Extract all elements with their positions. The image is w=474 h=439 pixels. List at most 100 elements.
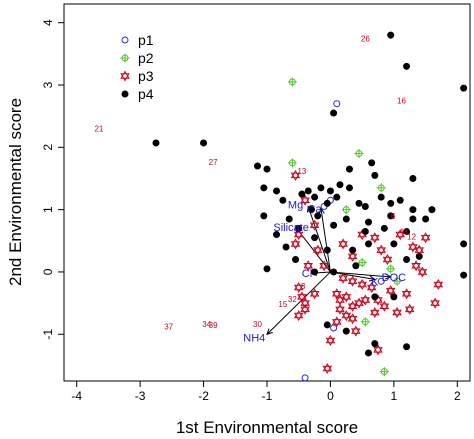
point-p2 [287, 77, 297, 87]
point-p4 [409, 206, 417, 214]
point-label: 12 [407, 233, 416, 242]
point-p4 [361, 227, 369, 235]
point-p4 [345, 165, 353, 173]
point-label: 16 [397, 97, 406, 106]
point-p4 [311, 268, 319, 276]
series-p2 [287, 77, 402, 377]
arrow-doc [330, 271, 392, 280]
legend-marker-p2 [120, 53, 130, 63]
x-tick-label: -4 [71, 389, 82, 403]
point-p3 [335, 294, 345, 306]
x-tick-label: -2 [198, 389, 209, 403]
point-p3 [322, 362, 333, 374]
point-p4 [323, 321, 331, 329]
point-p3 [376, 244, 386, 256]
point-p3 [347, 313, 358, 325]
arrow-label-doc: DOC [382, 272, 407, 284]
point-p4 [409, 215, 417, 223]
point-p4 [387, 212, 395, 220]
point-p4 [371, 340, 379, 348]
point-label: 39 [209, 321, 218, 330]
series-p1 [301, 100, 385, 382]
arrow-label-nh4: NH4 [243, 332, 265, 344]
point-p4 [326, 187, 334, 195]
point-p2 [354, 149, 364, 159]
point-p3 [338, 272, 348, 284]
point-label: 34 [202, 320, 211, 329]
point-p3 [420, 232, 431, 244]
y-axis: -1 0 1 2 3 4 [41, 19, 64, 340]
point-p4 [377, 193, 385, 201]
point-p4 [428, 206, 436, 214]
legend-label: p2 [138, 50, 154, 66]
point-p4 [273, 187, 281, 195]
point-p4 [390, 240, 398, 248]
legend-marker-p1 [121, 36, 129, 44]
point-label: 43 [399, 228, 408, 237]
point-p4 [333, 193, 341, 201]
point-p3 [354, 297, 364, 309]
point-label: 13 [297, 167, 306, 176]
point-p4 [152, 139, 160, 147]
point-p3 [408, 241, 418, 253]
point-p3 [366, 281, 377, 293]
point-p4 [263, 165, 271, 173]
point-p3 [313, 244, 323, 256]
point-p4 [422, 215, 430, 223]
y-tick-label: 1 [41, 206, 55, 213]
x-tick-label: 0 [327, 389, 334, 403]
point-p3 [290, 238, 301, 250]
point-p4 [295, 224, 303, 232]
point-p4 [365, 349, 372, 357]
legend-item-p2: p2 [120, 50, 154, 66]
point-label: 21 [94, 125, 103, 134]
point-p4 [460, 240, 468, 248]
point-p2 [287, 158, 297, 168]
point-p3 [293, 281, 304, 293]
point-p3 [433, 278, 444, 290]
legend-label: p4 [138, 86, 154, 102]
point-p4 [323, 199, 331, 207]
point-p4 [263, 265, 271, 273]
legend-item-p3: p3 [120, 68, 154, 84]
series-p3 [290, 169, 444, 374]
point-p4 [260, 184, 268, 192]
point-p4 [403, 343, 411, 351]
point-p2 [392, 276, 402, 286]
point-p4 [409, 174, 417, 182]
legend-label: p1 [138, 32, 154, 48]
legend-marker-p4 [121, 90, 129, 98]
point-p4 [460, 84, 468, 92]
point-p3 [338, 238, 348, 250]
point-p3 [332, 288, 342, 300]
point-p3 [297, 291, 307, 303]
point-p1 [377, 277, 385, 285]
point-p4 [380, 224, 388, 232]
point-p2 [376, 183, 386, 193]
point-p4 [307, 206, 315, 214]
point-p4 [365, 218, 372, 226]
x-tick-label: 1 [391, 389, 398, 403]
arrow-label-silicate: Silicate [273, 222, 308, 234]
point-p4 [371, 171, 379, 179]
point-p2 [341, 205, 351, 215]
point-p2 [360, 317, 370, 327]
point-label: 37 [164, 322, 173, 331]
point-p4 [352, 262, 360, 270]
point-p4 [330, 221, 338, 229]
point-p4 [403, 227, 411, 235]
point-p1 [333, 100, 341, 108]
x-axis-title: 1st Environmental score [176, 418, 358, 437]
legend: p1 p2 p3 p4 [120, 32, 154, 102]
point-p4 [311, 193, 319, 201]
point-p2 [357, 258, 367, 268]
point-p4 [260, 212, 268, 220]
loading-arrows [266, 205, 392, 336]
point-p3 [325, 335, 336, 347]
point-p3 [319, 260, 329, 272]
point-p4 [323, 246, 331, 254]
point-p3 [303, 260, 313, 272]
point-p4 [330, 109, 338, 117]
